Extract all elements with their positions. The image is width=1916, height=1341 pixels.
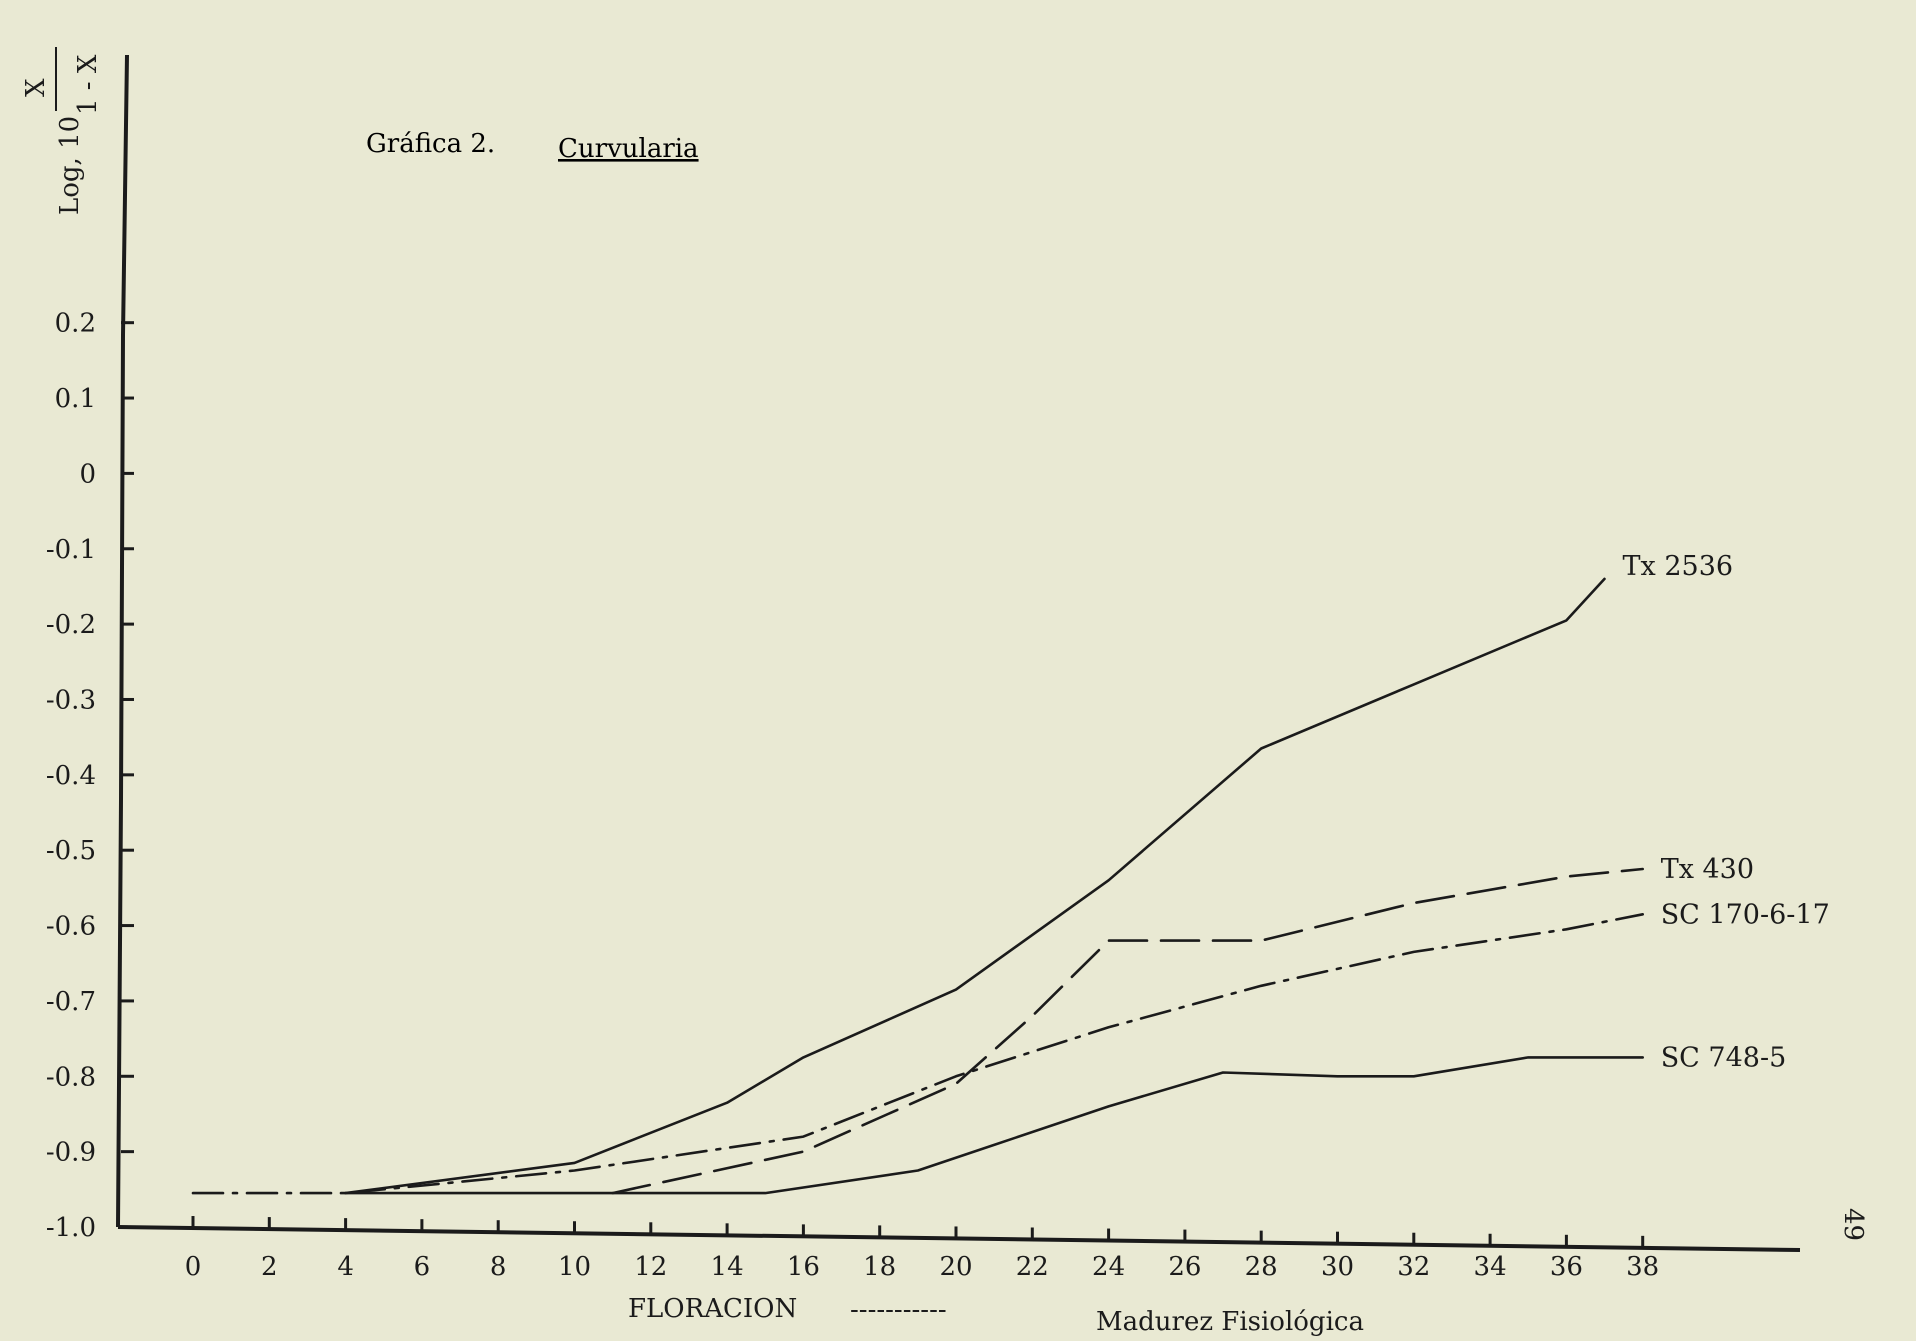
y-tick-label: -0.3 [46, 685, 96, 715]
x-tick-label: 28 [1245, 1252, 1278, 1282]
x-axis-label-start: FLORACION [628, 1294, 797, 1324]
x-tick-label: 36 [1550, 1252, 1583, 1282]
y-tick-label: -0.4 [46, 761, 96, 791]
y-tick-label: -0.8 [46, 1062, 96, 1092]
series-label-2: SC 170-6-17 [1661, 899, 1830, 930]
y-tick-label: -0.1 [46, 535, 96, 565]
chart-title-main: Curvularia [558, 134, 699, 164]
y-tick-label: 0 [79, 459, 96, 489]
y-tick-label: -0.5 [46, 836, 96, 866]
y-tick-label: -0.6 [46, 912, 96, 942]
x-axis-label-dashes: ----------- [850, 1295, 947, 1325]
series-line-3 [344, 1056, 1644, 1195]
x-tick-label: 20 [939, 1252, 972, 1282]
y-axis-label: Log, 10 X 1 - X [21, 47, 103, 215]
y-axis-label-denominator: 1 - X [73, 54, 103, 115]
y-tick-label: -1.0 [46, 1213, 96, 1243]
x-axis-label-end: Madurez Fisiológica [1096, 1307, 1364, 1337]
ticks-layer: 0 2 4 6 8 10 12 14 16 18 20 22 24 26 28 30 32 34 36 380.20.… [46, 309, 1659, 1282]
x-tick-label: 26 [1168, 1252, 1201, 1282]
y-axis-label-prefix: Log, 10 [55, 116, 85, 215]
chart-title-prefix: Gráfica 2. [366, 129, 495, 159]
axes-layer [116, 54, 1801, 1252]
x-tick-label: 0 [185, 1252, 202, 1282]
x-tick-label: 2 [261, 1252, 278, 1282]
y-axis-line [116, 54, 129, 1228]
series-line-2 [191, 913, 1644, 1195]
x-tick-label: 34 [1474, 1252, 1507, 1282]
y-tick-label: 0.1 [55, 384, 96, 414]
series-line-0 [344, 577, 1606, 1195]
x-tick-label: 22 [1016, 1252, 1049, 1282]
x-axis-line [117, 1225, 1801, 1252]
series-label-0: Tx 2536 [1623, 551, 1734, 582]
y-tick-label: -0.7 [46, 987, 96, 1017]
x-tick-label: 10 [558, 1252, 591, 1282]
x-tick-label: 8 [490, 1252, 507, 1282]
x-tick-label: 14 [711, 1252, 744, 1282]
series-line-1 [611, 867, 1644, 1195]
y-axis-label-numerator: X [21, 78, 51, 97]
y-tick-label: -0.2 [46, 610, 96, 640]
series-layer [191, 577, 1644, 1195]
x-tick-label: 38 [1626, 1252, 1659, 1282]
x-tick-label: 24 [1092, 1252, 1125, 1282]
series-labels-layer: Tx 2536 Tx 430 SC 170-6-17 SC 748-5 [1623, 551, 1830, 1074]
x-tick-label: 30 [1321, 1252, 1354, 1282]
x-tick-label: 4 [337, 1252, 354, 1282]
x-tick-label: 16 [787, 1252, 820, 1282]
series-label-3: SC 748-5 [1661, 1042, 1787, 1073]
y-tick-label: 0.2 [55, 309, 96, 339]
x-tick-label: 32 [1397, 1252, 1430, 1282]
series-label-1: Tx 430 [1661, 854, 1754, 885]
x-tick-label: 12 [634, 1252, 667, 1282]
page-number: 49 [1838, 1208, 1868, 1241]
y-tick-label: -0.9 [46, 1138, 96, 1168]
x-tick-label: 6 [414, 1252, 431, 1282]
x-tick-label: 18 [863, 1252, 896, 1282]
